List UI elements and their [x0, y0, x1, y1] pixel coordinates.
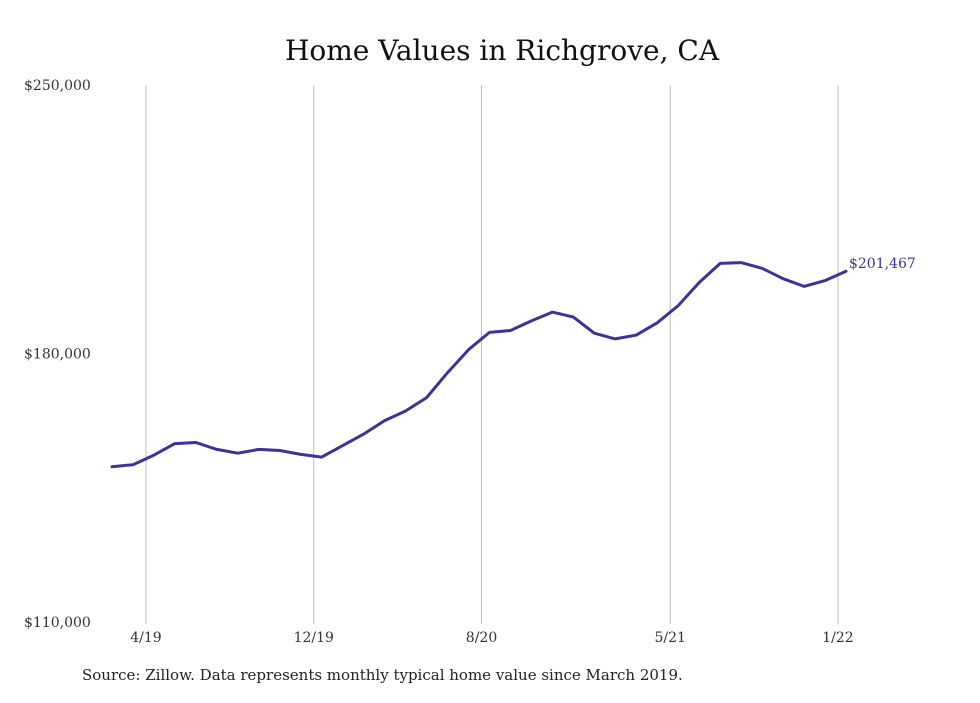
- x-tick-label: 12/19: [294, 630, 334, 646]
- x-tick-label: 1/22: [822, 630, 853, 646]
- y-axis-ticks: $250,000 $180,000 $110,000: [24, 78, 91, 631]
- data-label-layer: $201,467: [849, 256, 916, 272]
- grid-lines: [145, 85, 839, 624]
- series-layer: [110, 261, 848, 469]
- end-value-label: $201,467: [849, 256, 916, 272]
- y-tick-label: $110,000: [24, 615, 91, 631]
- y-tick-label: $250,000: [24, 78, 91, 94]
- chart-title: Home Values in Richgrove, CA: [285, 34, 720, 67]
- source-note: Source: Zillow. Data represents monthly …: [82, 666, 683, 684]
- x-axis-ticks: 4/19 12/19 8/20 5/21 1/22: [130, 630, 853, 646]
- x-tick-label: 4/19: [130, 630, 161, 646]
- y-tick-label: $180,000: [24, 347, 91, 363]
- x-tick-label: 5/21: [655, 630, 686, 646]
- x-tick-label: 8/20: [466, 630, 497, 646]
- series-line: [110, 261, 848, 469]
